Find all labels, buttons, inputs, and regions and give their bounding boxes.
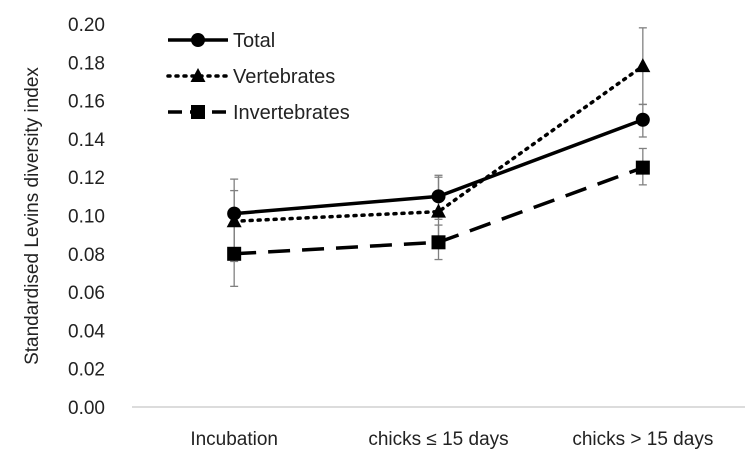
invertebrates-point — [635, 160, 650, 175]
vertebrates-point — [226, 213, 242, 228]
y-tick-label: 0.08 — [68, 245, 105, 266]
x-tick-label: chicks ≤ 15 days — [368, 429, 508, 450]
x-tick-label: chicks > 15 days — [572, 429, 713, 450]
legend-marker-total — [191, 33, 205, 47]
legend-marker-vertebrates — [190, 68, 206, 82]
vertebrates-point — [431, 203, 446, 218]
y-tick-label: 0.02 — [68, 360, 105, 381]
y-tick-label: 0.06 — [68, 283, 105, 304]
y-tick-label: 0.18 — [68, 53, 105, 74]
total-point — [635, 112, 650, 127]
y-tick-label: 0.20 — [68, 15, 105, 36]
y-tick-label: 0.00 — [68, 398, 105, 419]
y-axis-title: Standardised Levins diversity index — [22, 67, 43, 365]
vertebrates-point — [635, 58, 651, 73]
y-tick-label: 0.16 — [68, 92, 105, 113]
y-tick-label: 0.04 — [68, 321, 105, 342]
total-point — [431, 189, 446, 204]
x-axis-tick-labels: Incubation chicks ≤ 15 days chicks > 15 da… — [190, 429, 713, 450]
x-tick-label: Incubation — [190, 429, 278, 450]
y-tick-label: 0.14 — [68, 130, 105, 151]
series-markers — [226, 58, 651, 261]
legend-marker-invertebrates — [191, 105, 205, 119]
y-tick-label: 0.10 — [68, 207, 105, 228]
legend-label-total: Total — [233, 30, 275, 52]
legend-label-vertebrates: Vertebrates — [233, 66, 335, 88]
legend: Total Vertebrates Invertebrates — [166, 30, 350, 124]
y-tick-label: 0.12 — [68, 168, 105, 189]
invertebrates-point — [431, 235, 446, 250]
legend-label-invertebrates: Invertebrates — [233, 102, 350, 124]
invertebrates-point — [227, 246, 242, 261]
y-axis-tick-labels: 0.00 0.02 0.04 0.06 0.08 0.10 0.12 0.14 0.16 0.18… — [68, 15, 105, 419]
